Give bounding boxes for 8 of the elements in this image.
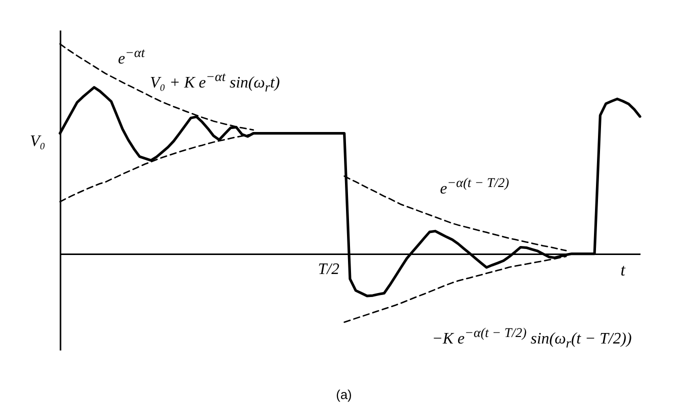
annotation: e$^{−αt}$ [118, 45, 145, 68]
text: V₀ [30, 133, 46, 150]
text: −K e$^{−α(t − T/2)}$ sin(ω$_{r}$(t − T/2)) [432, 325, 632, 351]
text: (a) [336, 387, 352, 402]
annotation: e$^{−α(t − T/2)}$ [440, 175, 510, 198]
annotation: V₀ + K e$^{−αt}$ sin(ω$_{r}$t) [150, 69, 280, 95]
annotation: T/2 [318, 261, 340, 278]
x-axis-title: t [620, 260, 626, 280]
